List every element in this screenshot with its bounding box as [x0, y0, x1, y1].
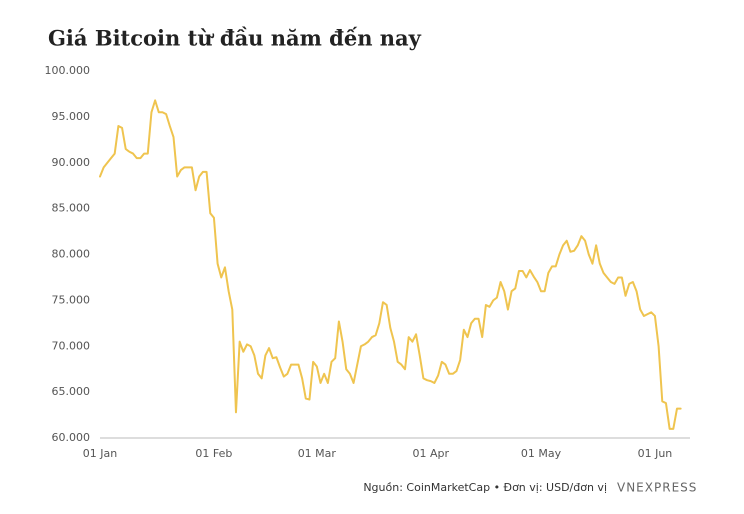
- y-tick-label: 60.000: [52, 431, 91, 444]
- y-tick-label: 75.000: [52, 293, 91, 306]
- y-tick-label: 100.000: [45, 64, 91, 77]
- x-tick-label: 01 Mar: [298, 447, 337, 460]
- source: Nguồn: CoinMarketCap • Đơn vị: USD/đơn v…: [363, 481, 607, 494]
- y-tick-label: 85.000: [52, 202, 91, 215]
- chart-title: Giá Bitcoin từ đầu năm đến nay: [48, 26, 422, 51]
- x-tick-label: 01 May: [521, 447, 562, 460]
- price-line: [99, 99, 682, 430]
- y-tick-label: 95.000: [52, 110, 91, 123]
- x-tick-label: 01 Feb: [195, 447, 232, 460]
- y-tick-label: 90.000: [52, 156, 91, 169]
- y-tick-label: 80.000: [52, 248, 91, 261]
- x-tick-label: 01 Jan: [83, 447, 117, 460]
- logo: VNEXPRESS: [617, 481, 697, 495]
- y-tick-label: 65.000: [52, 385, 91, 398]
- y-tick-label: 70.000: [52, 339, 91, 352]
- x-tick-label: 01 Apr: [412, 447, 449, 460]
- x-tick-label: 01 Jun: [638, 447, 673, 460]
